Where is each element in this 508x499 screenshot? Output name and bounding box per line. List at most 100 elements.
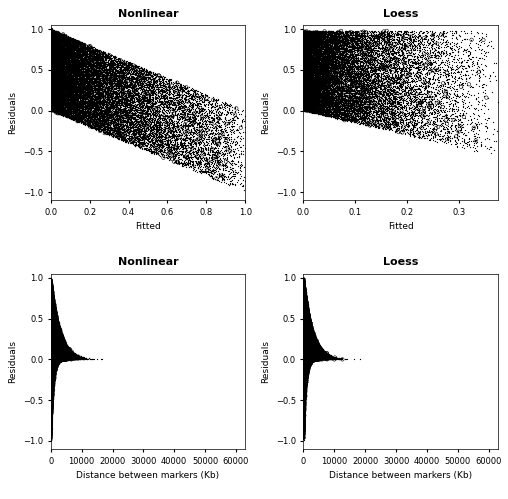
Point [52,344,60,352]
Point [47,378,55,386]
Point [52,332,60,340]
Point [303,334,311,342]
Point [57,74,65,82]
Point [49,352,57,360]
Point [47,378,55,386]
Point [48,325,56,333]
Point [300,359,308,367]
Point [300,338,308,346]
Point [300,312,308,320]
Point [48,326,56,334]
Point [51,350,59,358]
Point [53,359,61,367]
Point [53,354,61,362]
Point [303,327,311,335]
Point [321,90,329,98]
Point [301,339,309,347]
Point [308,333,316,341]
Point [47,91,55,99]
Point [69,77,77,85]
Point [300,340,308,348]
Point [92,105,100,113]
Point [300,325,308,333]
Point [331,354,339,362]
Point [49,305,57,313]
Point [48,331,56,339]
Point [63,351,71,359]
Point [47,342,55,350]
Point [48,298,56,306]
Point [346,84,355,92]
Point [300,384,308,392]
Point [300,307,308,315]
Point [58,356,66,364]
Point [303,39,311,47]
Point [53,326,61,334]
Point [305,360,313,368]
Point [62,347,70,355]
Point [300,351,308,359]
Point [47,393,55,401]
Point [317,31,325,39]
Point [300,335,308,343]
Point [305,348,313,356]
Point [113,88,121,96]
Point [47,360,55,368]
Point [301,372,309,380]
Point [51,356,59,364]
Point [48,327,56,335]
Point [71,355,79,363]
Point [52,313,60,321]
Point [300,319,308,327]
Point [302,379,310,387]
Point [202,122,210,130]
Point [300,355,308,363]
Point [47,363,55,371]
Point [346,110,355,118]
Point [56,331,64,339]
Point [300,390,308,398]
Point [306,329,314,337]
Point [301,347,309,355]
Point [48,296,56,304]
Point [300,312,308,320]
Point [304,71,312,79]
Point [300,369,308,377]
Point [48,392,56,400]
Point [49,308,57,316]
Point [49,342,57,350]
Point [47,402,55,410]
Point [56,325,64,333]
Point [59,338,67,346]
Point [300,315,308,323]
Point [327,110,335,118]
Point [305,28,313,36]
Point [51,339,59,347]
Point [329,34,337,42]
Point [48,319,56,327]
Point [301,352,309,360]
Point [306,325,314,333]
Point [301,347,309,355]
Point [128,61,136,69]
Point [302,72,310,80]
Point [54,336,62,344]
Point [68,48,76,56]
Point [47,285,55,293]
Point [130,92,138,100]
Point [394,64,402,72]
Point [432,124,440,132]
Point [47,353,55,361]
Point [300,345,308,353]
Point [303,319,311,327]
Point [60,341,68,349]
Point [301,371,309,379]
Point [310,353,318,361]
Point [51,310,59,318]
Point [300,363,308,371]
Point [50,28,58,36]
Point [48,389,56,397]
Point [301,333,309,341]
Point [322,105,330,113]
Point [77,101,85,109]
